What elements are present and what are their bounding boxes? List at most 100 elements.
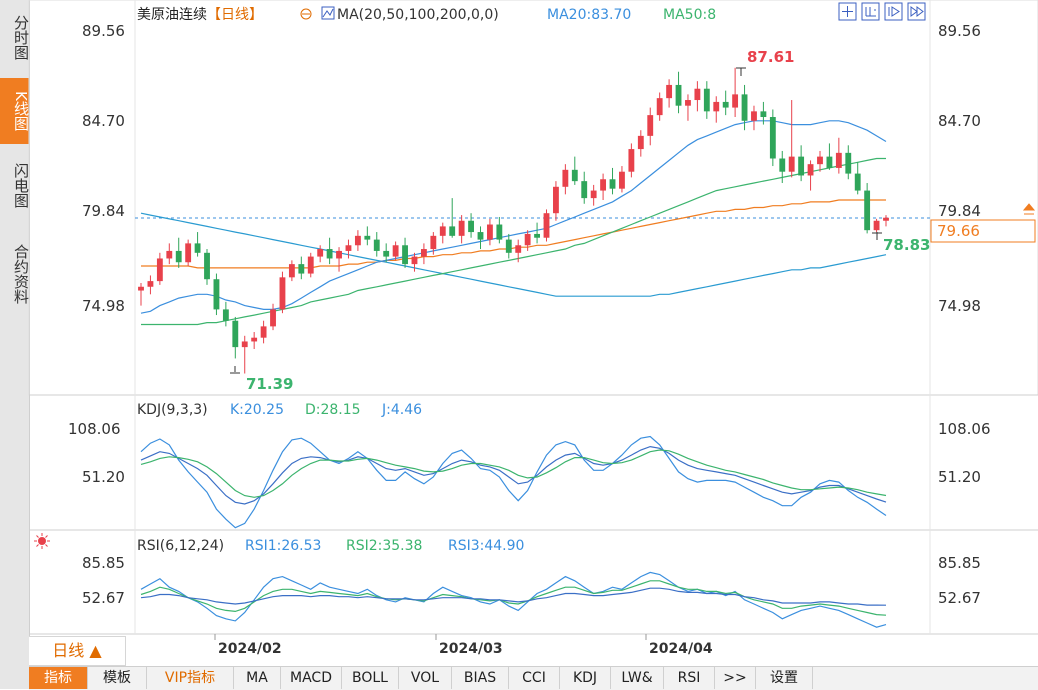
candle-body xyxy=(307,256,314,274)
price-tick-right: 89.56 xyxy=(938,22,981,40)
ma-params: MA(20,50,100,200,0,0) xyxy=(337,7,499,23)
current-price-box xyxy=(930,219,1036,243)
indicator-bar: 指标 模板 VIP指标 MA MACD BOLL VOL BIAS CCI KD… xyxy=(29,666,1038,690)
price-alert-icon[interactable] xyxy=(1022,203,1036,215)
low-marker xyxy=(230,366,240,374)
candle-body xyxy=(373,239,380,251)
tab-contract-info[interactable]: 合约资料 xyxy=(12,244,30,304)
candle-body xyxy=(600,179,607,191)
candle-body xyxy=(619,171,625,189)
candle-body xyxy=(581,181,588,199)
ma20-line xyxy=(140,120,887,314)
kdj-tick-right: 108.06 xyxy=(938,420,991,438)
side-tabs: 分时图 K线图 闪电图 合约资料 xyxy=(0,0,30,689)
sun-icon[interactable] xyxy=(34,533,50,549)
candle-body xyxy=(383,250,390,257)
candle-body xyxy=(430,235,437,250)
rsi1-value: RSI1:26.53 xyxy=(245,538,321,554)
ma50-line xyxy=(141,157,886,326)
tab-templates[interactable]: 模板 xyxy=(88,667,147,689)
kdj-title: KDJ(9,3,3) xyxy=(137,402,208,418)
candle-body xyxy=(468,220,474,233)
candle-body xyxy=(609,179,616,189)
rsi-tick-right: 52.67 xyxy=(938,589,981,607)
play-icon-glyph xyxy=(888,6,900,17)
candle-body xyxy=(685,100,691,106)
candle-body xyxy=(213,279,220,310)
ma100-line xyxy=(141,199,886,269)
candle-body xyxy=(270,309,276,327)
candle-body xyxy=(392,245,399,257)
candle-body xyxy=(713,101,720,112)
tab-cci[interactable]: CCI xyxy=(509,667,560,689)
candle-body xyxy=(241,341,248,348)
rsi1-line xyxy=(140,571,887,628)
main-pane xyxy=(28,0,1038,396)
candle-body xyxy=(420,249,427,257)
tab-rsi[interactable]: RSI xyxy=(664,667,715,689)
kdj-tick-right: 51.20 xyxy=(938,468,981,486)
candle-body xyxy=(317,249,324,257)
candle-body xyxy=(251,337,258,342)
candle-body xyxy=(656,98,663,116)
candle-body xyxy=(345,245,352,251)
tab-flash[interactable]: 闪电图 xyxy=(12,162,30,208)
tab-indicators[interactable]: 指标 xyxy=(29,667,88,689)
candle-body xyxy=(194,243,201,253)
tab-macd[interactable]: MACD xyxy=(281,667,342,689)
rsi-title: RSI(6,12,24) xyxy=(137,538,224,554)
rsi3-line xyxy=(140,587,887,606)
candle-body xyxy=(864,190,871,231)
kdj-d-line xyxy=(140,449,887,498)
candle-body xyxy=(260,326,267,338)
kdj-k-value: K:20.25 xyxy=(230,402,284,418)
ma-settings-icon[interactable] xyxy=(321,6,335,20)
kdj-lines xyxy=(140,435,887,529)
ma-settings-icon-line xyxy=(322,8,334,18)
recent-low-label: 78.83 xyxy=(883,236,930,254)
ma50-value: MA50:8 xyxy=(663,7,716,23)
candle-body xyxy=(487,224,493,240)
tab-lw[interactable]: LW& xyxy=(611,667,664,689)
rsi-lines xyxy=(140,571,887,628)
candle-body xyxy=(637,135,644,150)
price-tick-right: 74.98 xyxy=(938,297,981,315)
candle-body xyxy=(666,84,673,99)
tab-kdj[interactable]: KDJ xyxy=(560,667,611,689)
zoom-in-icon-glyph xyxy=(865,7,876,17)
candle-body xyxy=(562,169,569,187)
tab-bias[interactable]: BIAS xyxy=(452,667,509,689)
rsi2-value: RSI2:35.38 xyxy=(346,538,422,554)
tab-ma[interactable]: MA xyxy=(234,667,281,689)
more-tabs-button[interactable]: >> xyxy=(715,667,756,689)
tab-vol[interactable]: VOL xyxy=(399,667,452,689)
rsi-tick-left: 85.85 xyxy=(82,554,125,572)
candle-body xyxy=(364,235,371,240)
candle-body xyxy=(543,213,550,238)
settings-button[interactable]: 设置 xyxy=(756,667,813,689)
tab-boll[interactable]: BOLL xyxy=(342,667,399,689)
candle-body xyxy=(694,88,701,101)
candle-body xyxy=(175,250,182,263)
candle-body xyxy=(524,233,531,246)
low-price-label: 71.39 xyxy=(246,375,293,393)
add-indicator-icon[interactable] xyxy=(300,8,312,20)
price-tick-left: 84.70 xyxy=(82,112,125,130)
candle-body xyxy=(326,249,333,259)
candle-body xyxy=(835,152,842,168)
kdj-j-value: J:4.46 xyxy=(381,402,422,418)
period-selector[interactable]: 日线 ▲ xyxy=(29,636,126,666)
candle-body xyxy=(854,173,861,191)
candle-body xyxy=(732,94,739,108)
candle-body xyxy=(845,152,852,174)
candle-body xyxy=(185,243,192,263)
tab-vip-indicators[interactable]: VIP指标 xyxy=(147,667,234,689)
tab-timeshare[interactable]: 分时图 xyxy=(12,14,30,60)
kdj-j-line xyxy=(140,435,887,529)
candle-body xyxy=(204,252,210,280)
candle-body xyxy=(288,264,295,278)
tab-kline[interactable]: K线图 xyxy=(0,78,30,144)
candle-body xyxy=(675,84,682,106)
candle-body xyxy=(751,111,757,121)
